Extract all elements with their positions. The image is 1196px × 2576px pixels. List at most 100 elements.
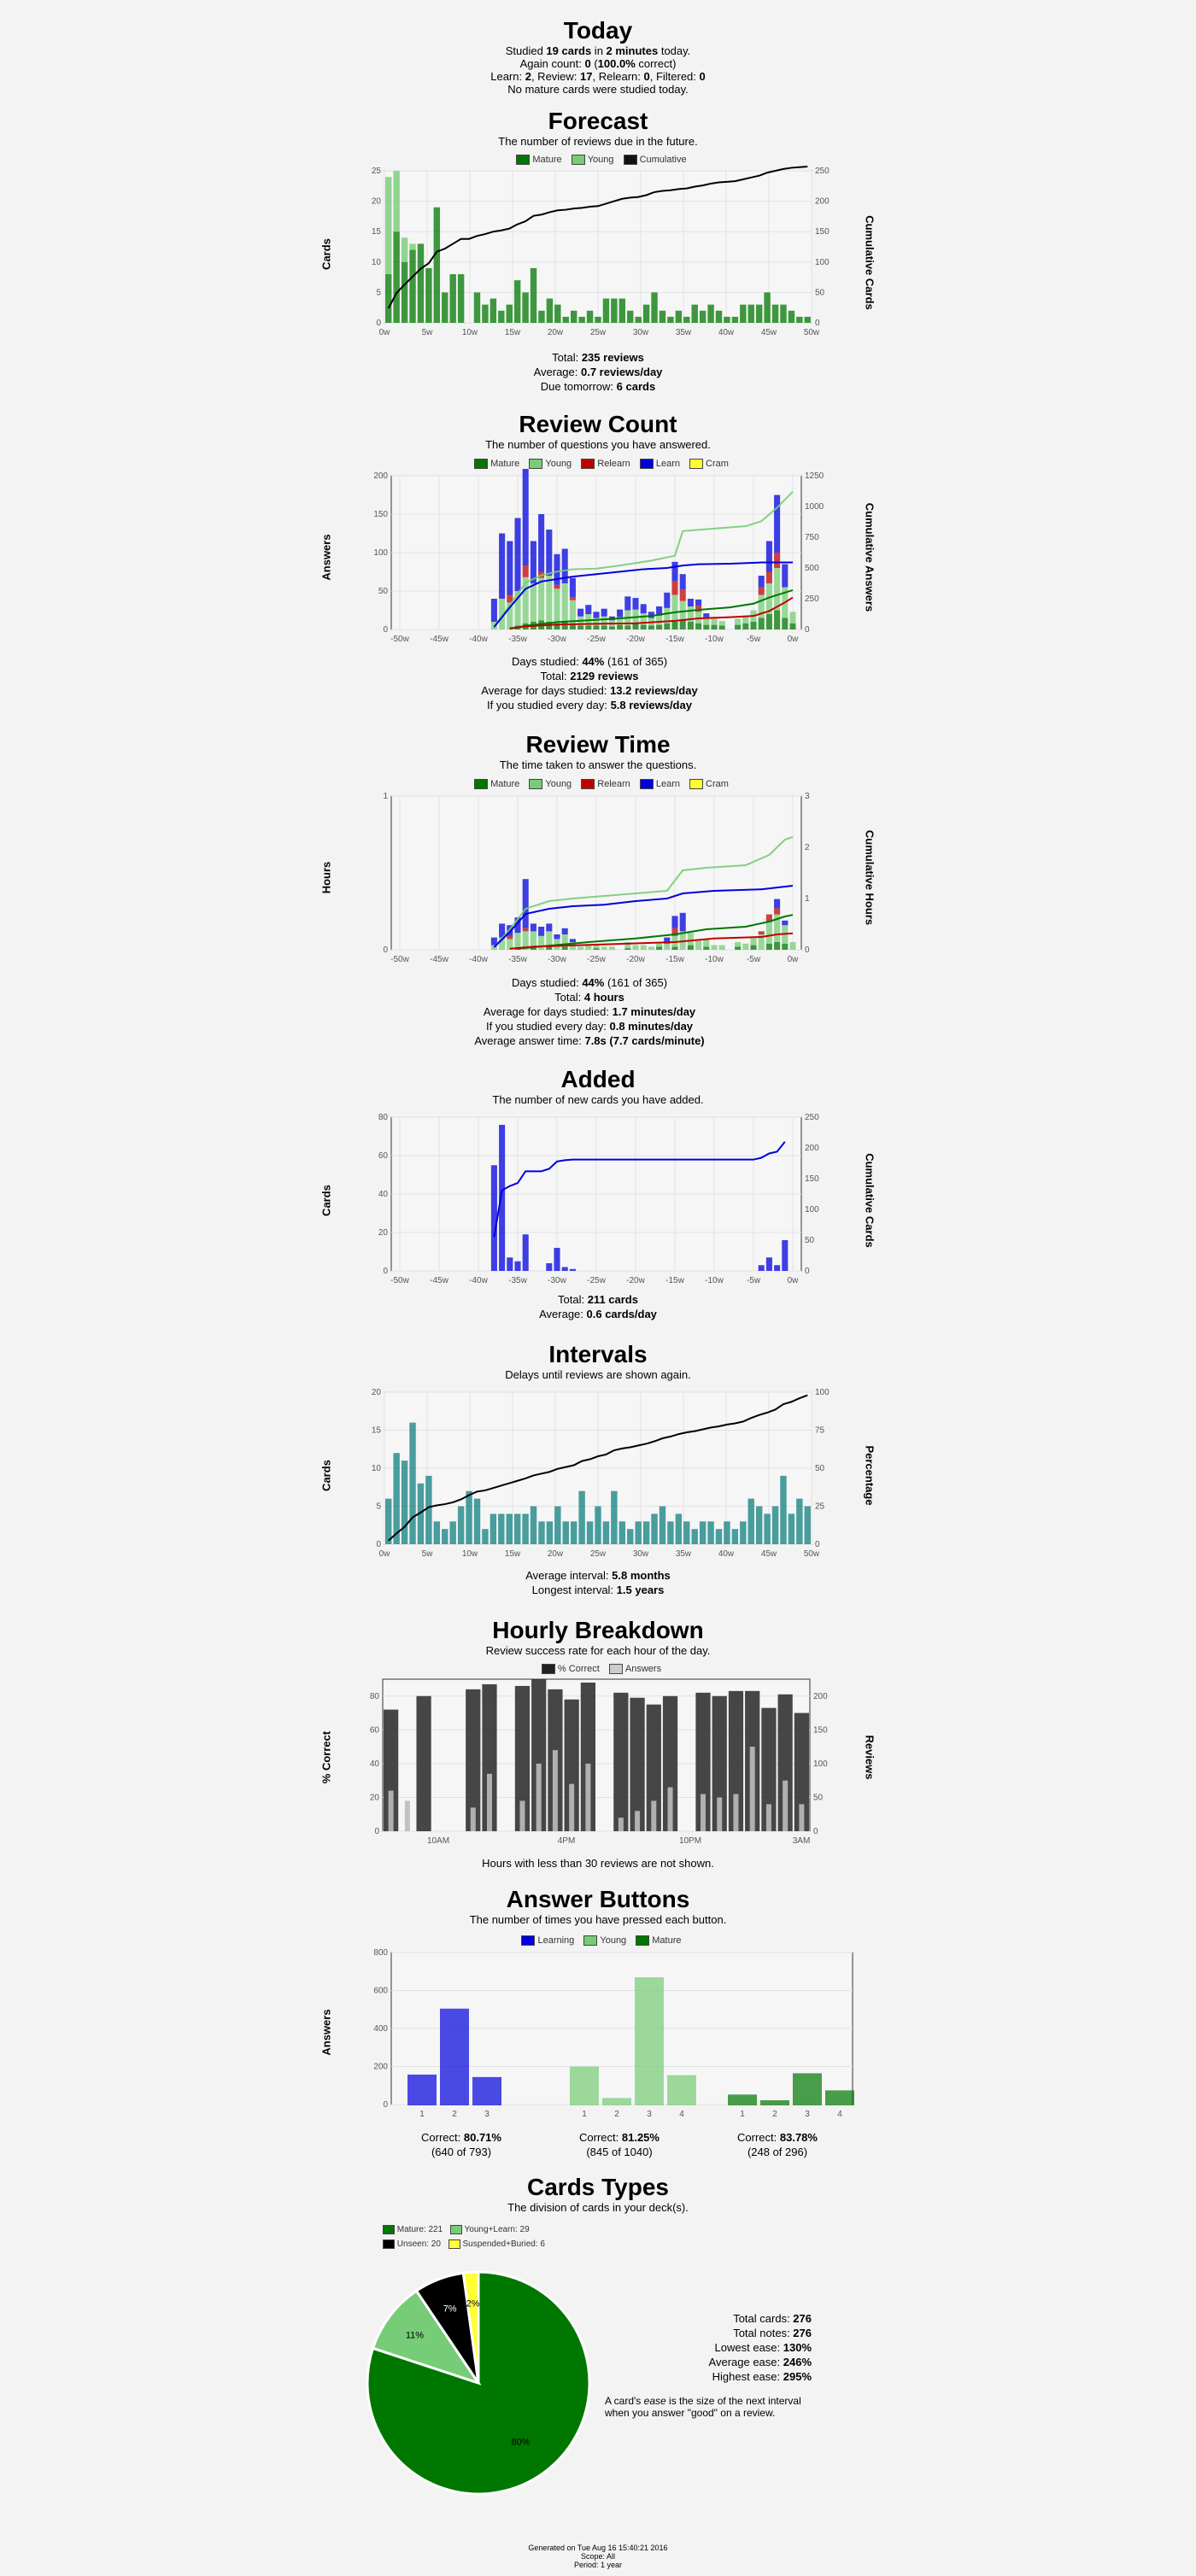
bar-mature <box>750 622 757 629</box>
bar-interval <box>417 1483 425 1544</box>
bar-interval <box>675 1513 683 1544</box>
bar-young <box>656 942 663 947</box>
legend-swatch-young <box>529 459 543 470</box>
bar-interval <box>586 1521 594 1544</box>
bar-hour-answers <box>536 1763 542 1831</box>
bar-mature <box>651 292 658 323</box>
bar-learn <box>593 612 600 618</box>
bar-mature <box>707 304 714 323</box>
bar-young <box>393 171 400 232</box>
answer-group-young-stats: Correct: 81.25% (845 of 1040) <box>579 2131 660 2158</box>
x-tick-label: -15w <box>665 1276 684 1285</box>
bar-hour-answers <box>470 1807 476 1831</box>
x-tick-label: 15w <box>505 328 521 337</box>
bar-learn <box>538 514 545 572</box>
bar-learn <box>490 599 497 622</box>
bar-added <box>758 1265 765 1271</box>
bar-learn <box>664 592 671 608</box>
intervals-title: Intervals <box>548 1341 648 1367</box>
x-tick-label: -25w <box>587 955 606 964</box>
button-number-label: 3 <box>805 2110 810 2119</box>
bar-young <box>648 946 654 950</box>
bar-mature <box>561 622 568 629</box>
legend-swatch-cram <box>689 459 704 470</box>
y2-tick-label: 100 <box>805 1205 819 1215</box>
bar-relearn <box>522 565 529 577</box>
bar-mature <box>569 623 576 629</box>
bar-mature <box>482 304 489 323</box>
bar-mature <box>782 943 789 950</box>
x-tick-label: 10AM <box>427 1836 449 1846</box>
added-header: Added The number of new cards you have a… <box>0 1066 1196 1106</box>
today-title: Today <box>563 17 633 44</box>
y-tick-label: 200 <box>373 2063 388 2072</box>
bar-relearn <box>765 571 772 583</box>
bar-mature <box>735 946 742 950</box>
y2-tick-label: 0 <box>805 625 810 635</box>
bar-mature <box>393 231 400 323</box>
bar-young <box>640 613 647 625</box>
bar-interval <box>546 1521 554 1544</box>
bar-mature <box>774 610 781 629</box>
bar-mature <box>578 316 585 323</box>
review-count-stat-every: If you studied every day: 5.8 reviews/da… <box>487 699 692 711</box>
review-count-stat-avg: Average for days studied: 13.2 reviews/d… <box>481 684 698 697</box>
bar-added <box>499 1125 506 1271</box>
added-stat-total: Total: 211 cards <box>558 1293 638 1306</box>
bar-young <box>561 583 568 622</box>
bar-added <box>561 1267 568 1271</box>
bar-button-learning <box>440 2008 469 2105</box>
button-number-label: 1 <box>419 2110 425 2119</box>
bar-mature <box>538 310 545 323</box>
x-tick-label: -35w <box>508 635 527 644</box>
y2-tick-label: 0 <box>815 1540 820 1549</box>
bar-mature <box>546 946 553 950</box>
bar-young <box>608 946 615 950</box>
bar-mature <box>593 625 600 629</box>
bar-learn <box>671 561 678 582</box>
y2-tick-label: 200 <box>805 1144 819 1153</box>
bar-hour-correct <box>695 1692 711 1831</box>
y2-tick-label: 50 <box>815 1464 825 1473</box>
x-tick-label: -50w <box>390 635 409 644</box>
x-tick-label: -30w <box>548 1276 566 1285</box>
bar-added <box>522 1234 529 1271</box>
bar-button-learning <box>407 2074 437 2106</box>
bar-interval <box>715 1529 723 1544</box>
bar-mature <box>755 304 763 323</box>
cumulative-relearn-line <box>509 596 794 629</box>
bar-button-young <box>667 2075 696 2105</box>
added-y2label: Cumulative Cards <box>863 1153 876 1248</box>
y-tick-label: 0 <box>376 1540 381 1549</box>
bar-interval <box>433 1521 441 1544</box>
bar-added <box>514 1261 521 1271</box>
bar-mature <box>699 310 706 323</box>
bar-young <box>577 946 584 950</box>
y2-tick-label: 50 <box>815 288 825 297</box>
bar-young <box>718 945 725 950</box>
cumulative-relearn-line <box>509 932 794 950</box>
bar-mature <box>401 261 408 323</box>
bar-interval <box>570 1521 577 1544</box>
x-tick-label: -10w <box>705 1276 724 1285</box>
forecast-stats: Total: 235 reviews Average: 0.7 reviews/… <box>513 350 683 394</box>
added-subtitle: The number of new cards you have added. <box>492 1093 704 1106</box>
pie-label: 11% <box>406 2330 424 2340</box>
footer-generated: Generated on Tue Aug 16 15:40:21 2016 <box>528 2544 668 2552</box>
bar-mature <box>530 946 536 950</box>
review-count-legend: Mature Young Relearn Learn Cram <box>0 459 1196 470</box>
bar-relearn <box>758 931 765 934</box>
y-tick-label: 20 <box>370 1793 380 1802</box>
bar-button-young <box>635 1977 664 2105</box>
bar-interval <box>530 1506 537 1544</box>
bar-young <box>538 935 545 950</box>
bar-young <box>546 931 553 947</box>
bar-young <box>514 591 521 626</box>
y-tick-label: 1 <box>383 792 388 801</box>
bar-hour-correct <box>761 1707 777 1831</box>
added-stat-average: Average: 0.6 cards/day <box>539 1308 657 1320</box>
bar-interval <box>796 1498 803 1544</box>
bar-mature <box>656 624 663 629</box>
button-number-label: 4 <box>679 2110 684 2119</box>
bar-interval <box>393 1453 400 1544</box>
